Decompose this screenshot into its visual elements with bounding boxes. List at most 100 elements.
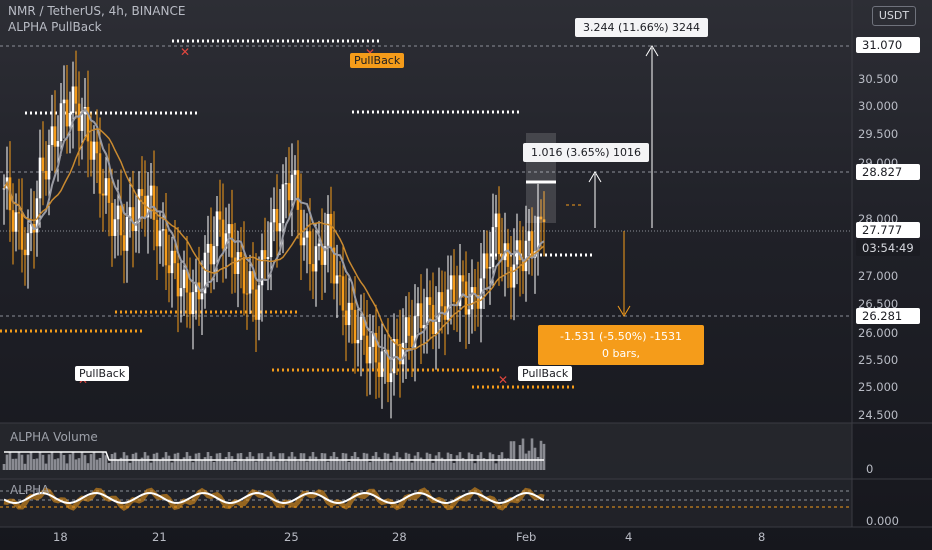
candle-body	[299, 209, 303, 246]
candle-body	[446, 289, 450, 320]
volume-pane-label[interactable]: ALPHA Volume	[10, 430, 98, 444]
volume-bar	[224, 456, 228, 470]
candle-body	[251, 271, 255, 290]
candle-body	[431, 304, 435, 335]
volume-bar	[368, 462, 372, 470]
candle-body	[179, 288, 183, 297]
candle-body	[80, 114, 84, 131]
volume-bar	[467, 452, 471, 470]
candle-body	[41, 157, 45, 171]
volume-bar	[71, 452, 75, 470]
volume-bar	[506, 458, 510, 470]
candle-body	[200, 293, 204, 300]
candle-body	[374, 332, 378, 363]
volume-bar	[350, 456, 354, 470]
candle-body	[248, 271, 252, 294]
volume-bar	[200, 460, 204, 470]
candle-body	[359, 316, 363, 340]
candle-body	[467, 309, 471, 315]
volume-bar	[383, 452, 387, 470]
volume-bar	[386, 453, 390, 470]
volume-bar	[152, 453, 156, 470]
candle-body	[272, 208, 276, 223]
candle-body	[275, 208, 279, 232]
candle-body	[428, 297, 432, 305]
candle-body	[95, 141, 99, 154]
volume-bar	[26, 454, 30, 470]
volume-bar	[470, 454, 474, 470]
volume-bar	[20, 454, 24, 470]
candle-body	[113, 219, 117, 236]
candle-body	[125, 216, 129, 251]
volume-bar	[227, 452, 231, 470]
candle-body	[140, 189, 144, 196]
volume-bar	[89, 454, 93, 470]
candle-body	[425, 297, 429, 326]
candle-body	[347, 302, 351, 326]
currency-button[interactable]: USDT	[872, 6, 916, 26]
candle-body	[161, 229, 165, 231]
candle-body	[101, 193, 105, 196]
candle-body	[314, 246, 318, 272]
volume-bar	[284, 461, 288, 470]
volume-bar	[53, 459, 57, 470]
volume-bar	[410, 462, 414, 470]
volume-bar	[161, 457, 165, 470]
candle-body	[416, 303, 420, 317]
candle-body	[530, 231, 534, 258]
candle-body	[20, 213, 24, 250]
candle-body	[353, 309, 357, 344]
volume-bar	[275, 461, 279, 470]
volume-bar	[104, 455, 108, 470]
candle-body	[302, 237, 306, 246]
oscillator-pane-label[interactable]: ALPHA	[10, 483, 50, 497]
volume-bar	[326, 461, 330, 470]
candle-body	[215, 211, 219, 247]
volume-bar	[83, 455, 87, 470]
candle-body	[368, 346, 372, 364]
arrow-up-icon	[588, 171, 602, 183]
candle-body	[485, 253, 489, 269]
candle-body	[128, 207, 132, 217]
candle-body	[47, 144, 51, 180]
volume-bar	[266, 456, 270, 470]
candle-body	[296, 170, 300, 210]
candle-body	[527, 231, 531, 241]
volume-bar	[269, 452, 273, 470]
candle-body	[167, 265, 171, 274]
candle-body	[254, 289, 258, 320]
price-tag-target: 28.827	[856, 164, 920, 180]
pullback-marker-icon: ✕	[498, 373, 508, 387]
volume-bar	[416, 452, 420, 470]
candle-body	[413, 316, 417, 348]
volume-bar	[5, 454, 9, 470]
symbol-title[interactable]: NMR / TetherUS, 4h, BINANCE	[8, 4, 186, 18]
moving-average-gray	[3, 107, 545, 362]
volume-pane-bg	[0, 423, 852, 479]
candle-body	[539, 216, 543, 220]
candle-body	[491, 227, 495, 268]
arrow-down-icon	[617, 305, 631, 317]
candle-body	[23, 249, 27, 256]
candle-body	[26, 233, 30, 256]
volume-bar	[179, 460, 183, 470]
candle-body	[224, 233, 228, 249]
candle-body	[434, 321, 438, 335]
candle-body	[89, 141, 93, 160]
volume-bar	[497, 455, 501, 470]
volume-bar	[404, 452, 408, 470]
candle-body	[170, 250, 174, 274]
volume-bar	[197, 452, 201, 470]
volume-bar	[101, 452, 105, 470]
volume-bar	[206, 452, 210, 470]
volume-bar	[293, 456, 297, 470]
indicator-title[interactable]: ALPHA PullBack	[8, 20, 102, 34]
volume-bar	[515, 460, 519, 470]
candle-body	[56, 141, 60, 147]
volume-bar	[371, 455, 375, 470]
volume-bar	[281, 453, 285, 470]
candle-body	[506, 243, 510, 267]
price-tick: 25.500	[858, 353, 899, 367]
measure-down-values: -1.531 (-5.50%) -1531	[560, 330, 682, 343]
